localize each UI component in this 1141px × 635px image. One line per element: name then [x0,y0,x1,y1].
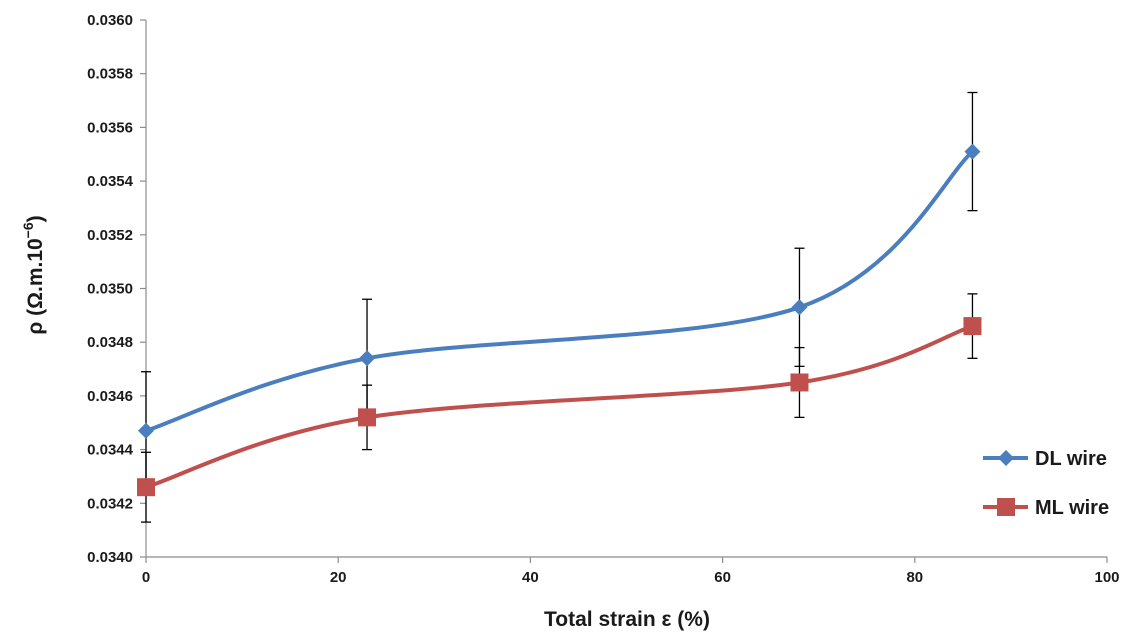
x-tick-label: 100 [1094,569,1119,586]
y-tick-label: 0.0354 [87,173,134,190]
series-line-ml-wire [144,324,975,490]
legend: DL wire ML wire [983,448,1109,519]
data-point-ml-wire [358,408,377,427]
data-point-dl-wire [359,350,376,367]
y-axis-title-superscript: −6 [20,222,36,238]
y-tick-label: 0.0348 [87,334,133,351]
y-tick-label: 0.0356 [87,119,133,136]
legend-item-ml-wire: ML wire [983,497,1109,519]
data-point-ml-wire [963,317,982,336]
x-tick-label: 80 [906,569,923,586]
data-point-dl-wire [791,299,808,316]
series-dl-wire [138,91,981,491]
legend-marker-ml-wire [997,498,1015,516]
y-tick-labels: 0.0340 0.0342 0.0344 0.0346 0.0348 0.0350 0.03… [87,12,134,566]
y-axis-title: ρ (Ω.m.10−6) [20,215,47,334]
legend-label-ml-wire: ML wire [1035,497,1109,519]
data-point-dl-wire [964,143,981,160]
x-tick-label: 0 [142,569,150,586]
y-tick-label: 0.0352 [87,227,133,244]
y-tick-label: 0.0342 [87,495,133,512]
x-tick-label: 40 [522,569,539,586]
x-tick-label: 60 [714,569,731,586]
y-axis-title-close: ) [24,215,47,222]
y-tick-label: 0.0350 [87,281,133,298]
x-tick-label: 20 [330,569,347,586]
data-point-ml-wire [137,478,155,497]
y-tick-label: 0.0344 [87,442,134,459]
y-tick-label: 0.0340 [87,549,133,566]
y-tick-label: 0.0346 [87,388,133,405]
data-point-dl-wire [138,422,154,439]
axes [140,19,1108,563]
series-line-dl-wire [144,149,975,433]
y-tick-label: 0.0358 [87,66,133,83]
legend-item-dl-wire: DL wire [983,448,1107,470]
data-point-ml-wire [790,373,809,392]
x-tick-labels: 0 20 40 60 80 100 [142,569,1120,586]
series-ml-wire [137,293,982,523]
y-axis-title-main: ρ (Ω.m.10 [24,238,47,334]
x-axis-title: Total strain ε (%) [544,608,710,631]
y-tick-label: 0.0360 [87,12,133,29]
legend-label-dl-wire: DL wire [1035,448,1107,470]
legend-marker-dl-wire [998,450,1014,466]
series-layer [137,91,982,523]
